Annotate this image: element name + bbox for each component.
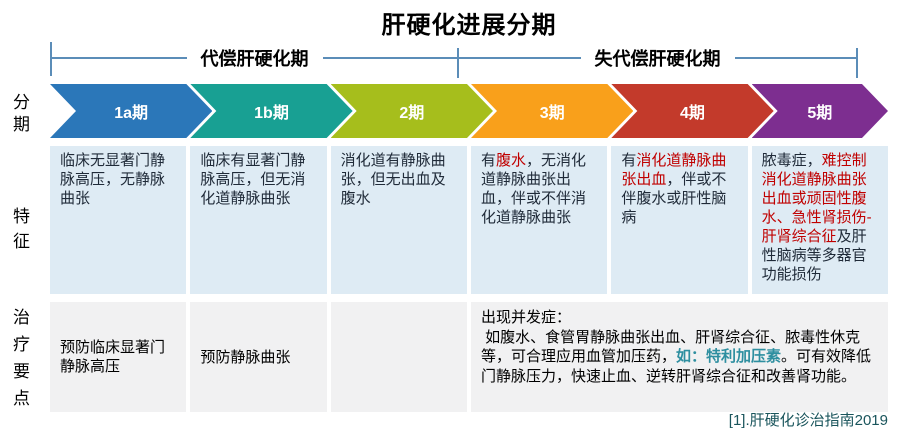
feature-cell-4: 有消化道静脉曲张出血，伴或不伴腹水或肝性脑病	[611, 146, 748, 294]
chevron-arrow-shape: 2期	[331, 84, 493, 138]
treatment-cell-merged-3-5: 出现并发症： 如腹水、食管胃静脉曲张出血、肝肾综合征、脓毒性休克等，可合理应用血…	[470, 302, 888, 412]
bracket-line	[51, 57, 187, 59]
treatment-row: 预防临床显著门静脉高压 预防静脉曲张 出现并发症： 如腹水、食管胃静脉曲张出血、…	[50, 302, 888, 412]
chevron-arrow-shape: 4期	[611, 84, 773, 138]
highlighted-text-red: 腹水	[496, 152, 527, 169]
body-text: 出现并发症： 如腹水、食管胃静脉曲张出血、肝肾综合征、脓毒性休克等，可合理应用血…	[480, 309, 861, 365]
feature-cell-3: 有腹水，无消化道静脉曲张出血，伴或不伴消化道静脉曲张	[470, 146, 608, 294]
body-text: 有	[480, 152, 496, 169]
phase-bracket-decompensated: 失代偿肝硬化期	[458, 46, 857, 70]
bracket-tick-left	[50, 42, 52, 76]
body-text: 脓毒症，	[761, 152, 822, 169]
phase-label-compensated: 代偿肝硬化期	[200, 49, 309, 69]
feature-cell-1a: 临床无显著门静脉高压，无静脉曲张	[50, 146, 187, 294]
row-label-features: 特征	[13, 207, 30, 251]
page-title: 肝硬化进展分期	[381, 12, 557, 39]
phase-bracket-compensated: 代偿肝硬化期	[51, 46, 458, 70]
treatment-cell-1b: 预防静脉曲张	[190, 302, 327, 412]
bracket-line	[458, 57, 581, 59]
row-label-treatment: 治疗要点	[13, 308, 30, 408]
feature-cell-2: 消化道有静脉曲张，但无出血及腹水	[330, 146, 467, 294]
body-text: 。可有效降低门静脉压力，快速止血、逆转肝肾综合征和改善肾功能。	[480, 348, 872, 385]
body-text: 临床有显著门静脉高压，但无消化道静脉曲张	[200, 152, 306, 207]
chevron-arrow-shape: 5期	[752, 84, 888, 138]
phase-label-decompensated: 失代偿肝硬化期	[594, 49, 721, 69]
feature-cell-1b: 临床有显著门静脉高压，但无消化道静脉曲张	[190, 146, 327, 294]
stage-arrow-2: 2期	[331, 84, 467, 138]
body-text: 消化道有静脉曲张，但无出血及腹水	[340, 152, 446, 207]
stage-arrow-5: 5期	[752, 84, 888, 138]
highlighted-text-red: 难控制消化道静脉曲张出血或顽固性腹水、急性肾损伤-肝肾综合征	[761, 152, 872, 245]
bracket-tick-right	[856, 48, 858, 78]
row-label-staging: 分期	[13, 93, 30, 134]
chevron-arrow-shape: 1a期	[50, 84, 212, 138]
highlighted-text-teal: 如：特利加压素	[676, 348, 782, 365]
chevron-arrow-shape: 3期	[471, 84, 633, 138]
bracket-line	[734, 57, 857, 59]
treatment-cell-2	[330, 302, 467, 412]
bracket-tick-middle	[457, 48, 459, 78]
body-text: 临床无显著门静脉高压，无静脉曲张	[60, 152, 166, 207]
feature-row: 临床无显著门静脉高压，无静脉曲张 临床有显著门静脉高压，但无消化道静脉曲张 消化…	[50, 146, 888, 294]
reference-footnote: [1].肝硬化诊治指南2019	[728, 412, 888, 429]
stage-arrow-row: 1a期 1b期 2期 3期 4期 5期	[50, 84, 888, 138]
bracket-line	[322, 57, 458, 59]
stage-arrow-4: 4期	[611, 84, 747, 138]
treatment-cell-1a: 预防临床显著门静脉高压	[50, 302, 187, 412]
body-text: ，无消化道静脉曲张出血，伴或不伴消化道静脉曲张	[480, 152, 587, 226]
body-text: 有	[621, 152, 637, 169]
stage-arrow-3: 3期	[471, 84, 607, 138]
chevron-arrow-shape: 1b期	[190, 84, 352, 138]
stage-arrow-1b: 1b期	[190, 84, 326, 138]
stage-arrow-1a: 1a期	[50, 84, 186, 138]
body-text: ，伴或不伴腹水或肝性脑病	[621, 171, 727, 226]
feature-cell-5: 脓毒症，难控制消化道静脉曲张出血或顽固性腹水、急性肾损伤-肝肾综合征及肝性脑病等…	[751, 146, 888, 294]
body-text: 及肝性脑病等多器官功能损伤	[761, 228, 867, 283]
highlighted-text-red: 消化道静脉曲张出血	[621, 152, 727, 188]
